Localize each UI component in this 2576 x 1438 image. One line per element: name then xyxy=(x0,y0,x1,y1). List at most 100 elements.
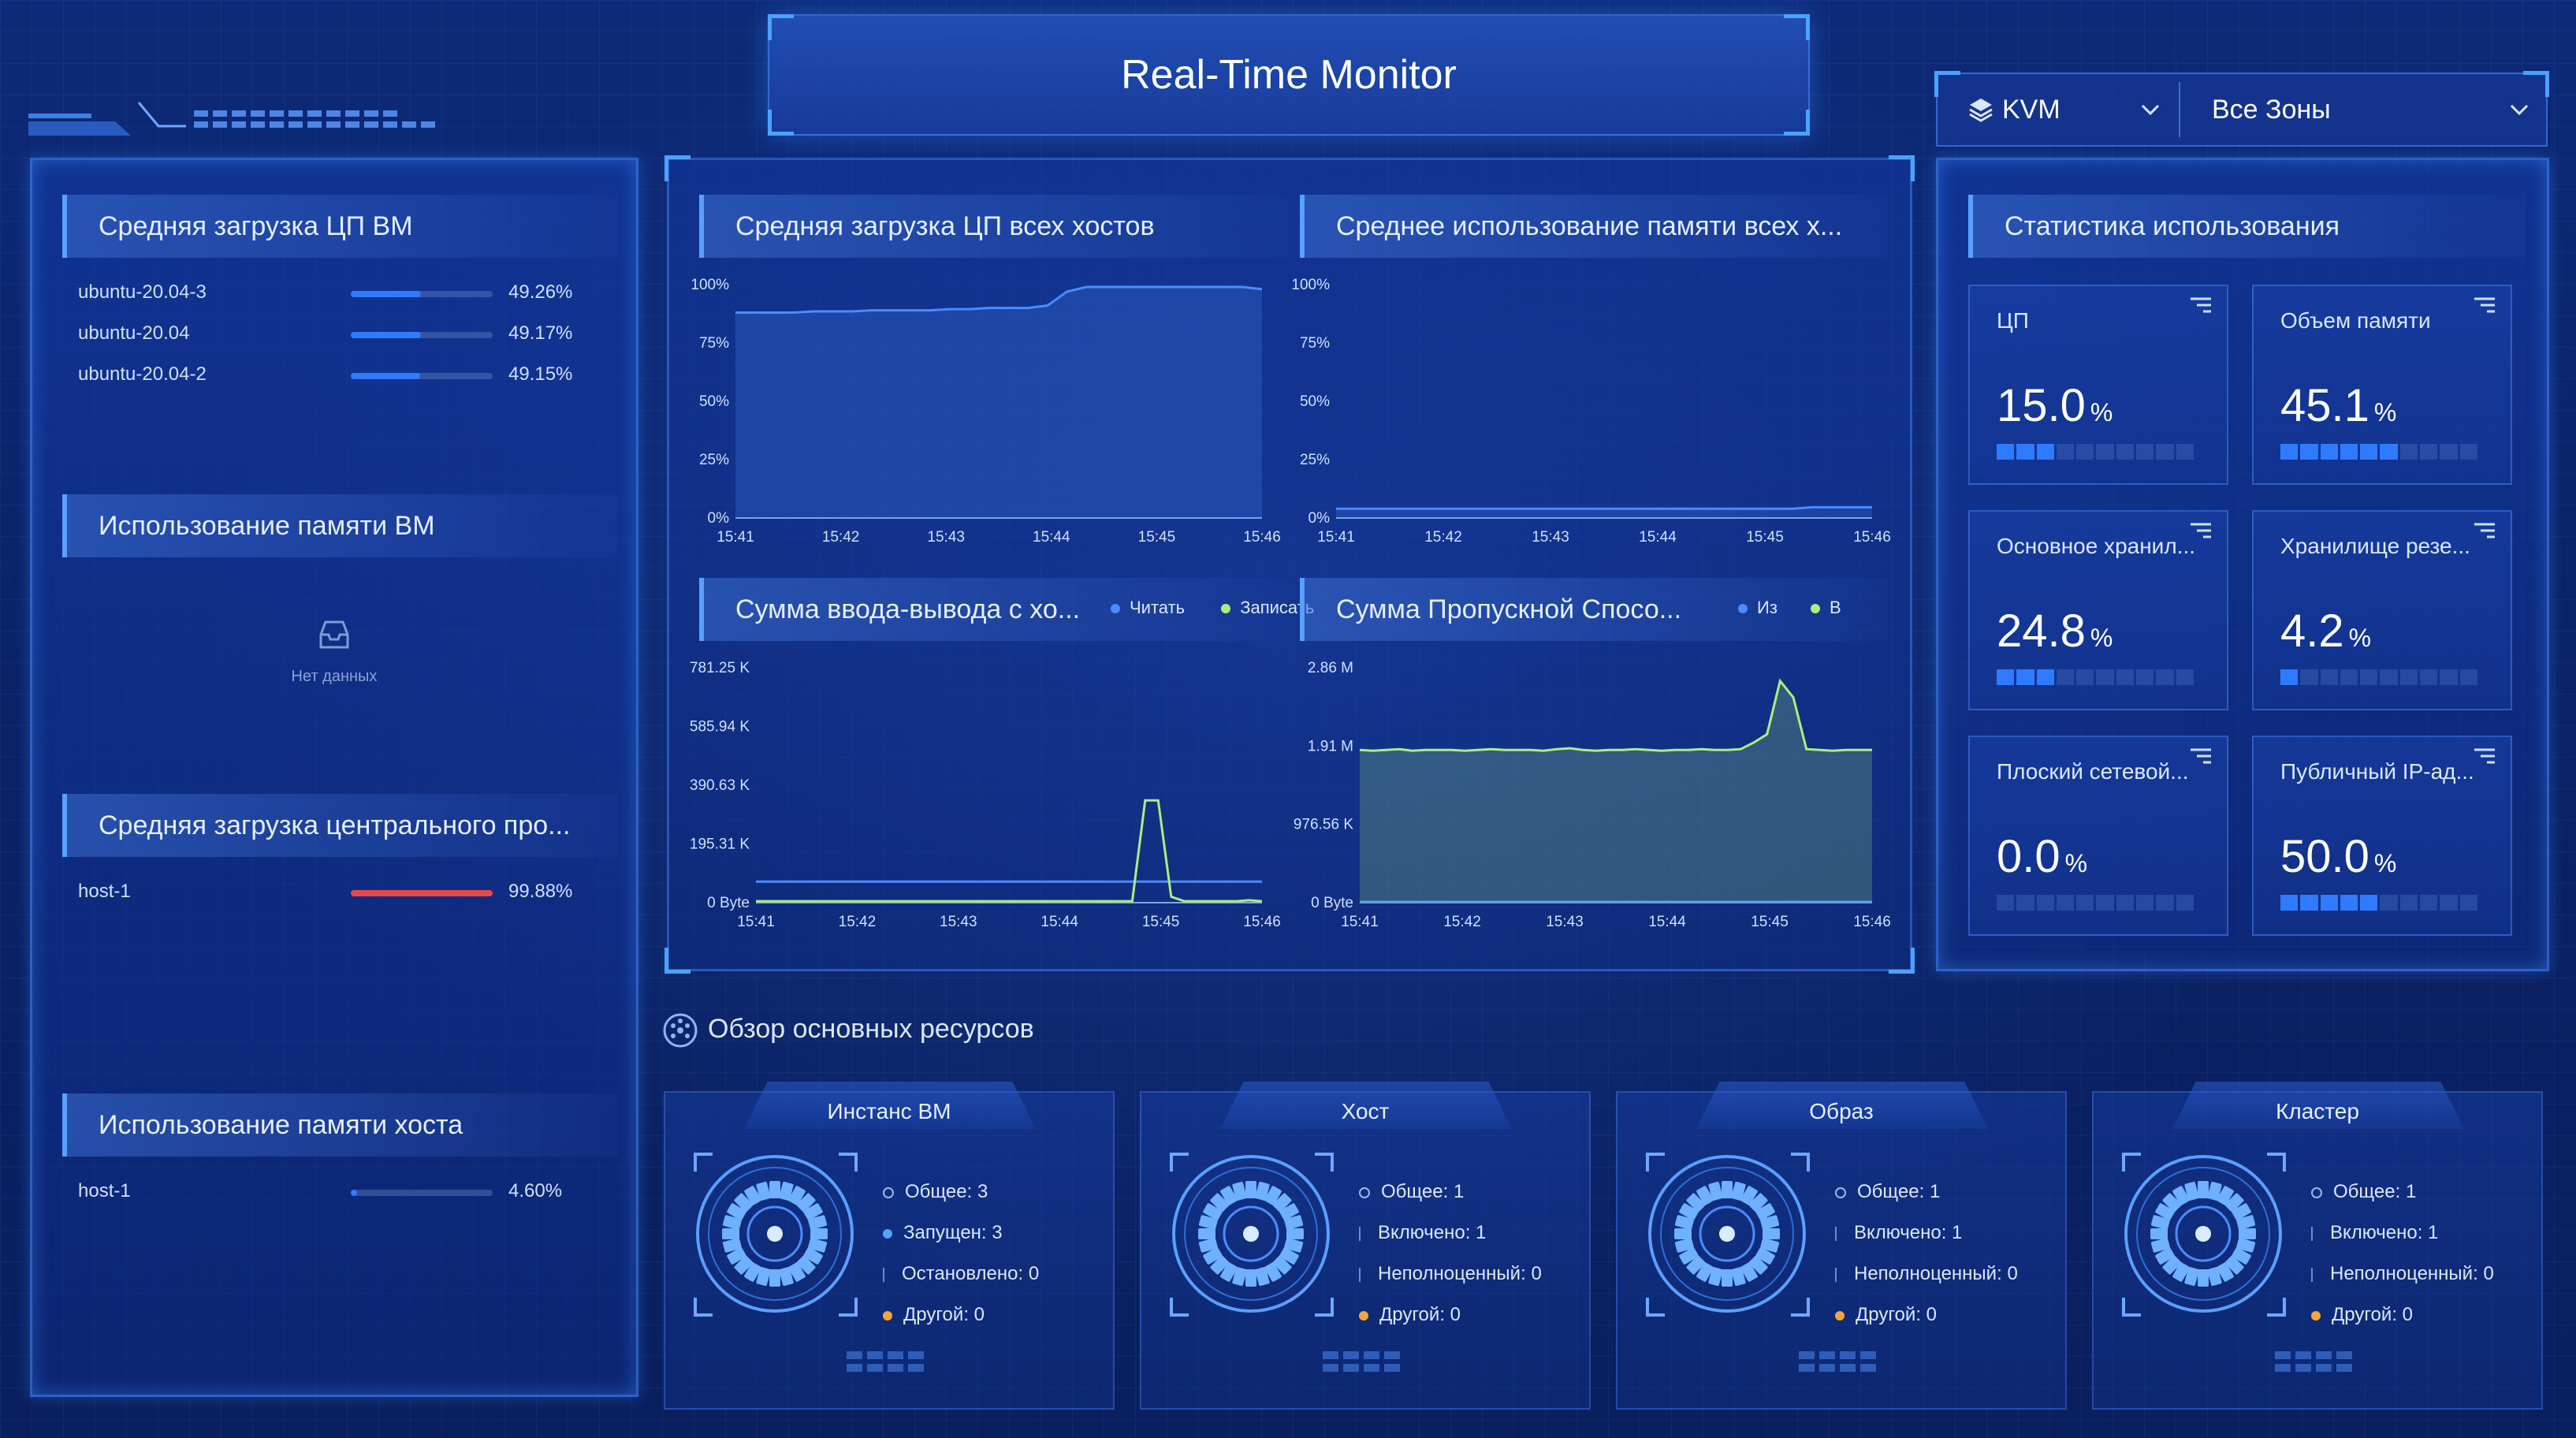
meter-segment xyxy=(2300,669,2318,685)
usage-card[interactable]: Объем памяти 45.1% xyxy=(2252,285,2512,485)
gauge-segment xyxy=(2155,1247,2175,1265)
gauge-segment xyxy=(2162,1255,2182,1275)
y-tick-label: 100% xyxy=(691,277,729,293)
resource-stat-line: Общее: 3 xyxy=(883,1172,1039,1213)
resources-title: Обзор основных ресурсов xyxy=(708,1014,1034,1044)
status-dot xyxy=(883,1187,894,1198)
zone-select[interactable]: Все Зоны xyxy=(2180,74,2546,145)
legend-dot-write xyxy=(1221,604,1231,614)
usage-card-value: 0.0% xyxy=(1997,830,2087,883)
gauge-segment xyxy=(2162,1193,2182,1213)
chart-bw-title: Сумма Пропускной Спосо... xyxy=(1300,578,1888,641)
resource-stat-value: 0 xyxy=(973,1304,985,1325)
resource-card-title: Образ xyxy=(1809,1099,1874,1123)
usage-card-number: 0.0 xyxy=(1997,831,2060,882)
resource-stat-line: Другой: 0 xyxy=(1359,1295,1542,1336)
usage-card[interactable]: Публичный IP-ад... 50.0% xyxy=(2252,736,2512,936)
meter-segment xyxy=(2340,444,2358,460)
y-tick-label: 75% xyxy=(1300,335,1330,352)
gauge-segment xyxy=(1232,1267,1247,1287)
x-tick-label: 15:42 xyxy=(1424,529,1462,546)
gauge-segment xyxy=(727,1247,746,1265)
gauge-segment xyxy=(2239,1228,2256,1239)
meter-segment xyxy=(1997,895,2015,911)
legend-in[interactable]: В xyxy=(1830,598,1841,617)
meter-segment xyxy=(2399,444,2418,460)
gauge-segment xyxy=(722,1215,742,1230)
usage-card-label: Публичный IP-ад... xyxy=(2280,759,2474,784)
resource-card-tab xyxy=(744,1082,1036,1129)
corner-bl xyxy=(768,110,794,136)
x-tick-label: 15:41 xyxy=(1317,529,1355,546)
cpu-vm-row-bar xyxy=(351,291,493,297)
meter-segment xyxy=(2176,669,2194,685)
radar-gauge-icon xyxy=(1170,1153,1334,1317)
meter-segment xyxy=(2096,444,2114,460)
gauge-segment xyxy=(1674,1238,1694,1253)
resource-card-title: Кластер xyxy=(2276,1099,2359,1123)
gauge-segment xyxy=(779,1267,794,1287)
gauge-segment xyxy=(1255,1181,1270,1201)
mem-host-row-bar xyxy=(351,1190,493,1196)
meter-segment xyxy=(2136,669,2154,685)
hypervisor-select[interactable]: KVM xyxy=(1938,74,2179,145)
resource-card[interactable]: Инстанс ВМ Общее: 3 Запущен: 3 Остановлено:… xyxy=(664,1082,1115,1410)
gauge-segment xyxy=(1272,1193,1292,1213)
gauge-segment xyxy=(803,1247,823,1265)
usage-card-unit: % xyxy=(2090,398,2113,427)
corner-tr xyxy=(1784,14,1810,40)
usage-level-meter xyxy=(2280,669,2477,685)
usage-card[interactable]: Хранилище резе... 4.2% xyxy=(2252,510,2512,710)
corner-bl xyxy=(664,948,691,974)
gauge-segment xyxy=(1755,1247,1775,1265)
x-tick-label: 15:42 xyxy=(1443,914,1481,930)
usage-card[interactable]: ЦП 15.0% xyxy=(1968,285,2228,485)
x-tick-label: 15:43 xyxy=(927,529,965,546)
y-tick-label: 100% xyxy=(1291,277,1330,293)
gauge-segment xyxy=(1674,1228,1692,1239)
usage-card-label: ЦП xyxy=(1997,308,2029,333)
select-divider xyxy=(2179,82,2180,137)
meter-segment xyxy=(2156,669,2174,685)
series-line xyxy=(756,799,1263,903)
meter-segment xyxy=(2056,669,2075,685)
gauge-segment xyxy=(808,1215,828,1230)
meter-segment xyxy=(2016,669,2034,685)
gauge-segment xyxy=(744,1186,761,1205)
gauge-segment xyxy=(1264,1186,1282,1205)
resource-card[interactable]: Кластер Общее: 1 Включено: 1 Неполноценный:… xyxy=(2092,1082,2543,1410)
resource-stat-value: 0 xyxy=(1926,1304,1938,1325)
resource-stat-value: 1 xyxy=(1929,1181,1941,1202)
y-tick-label: 976.56 K xyxy=(1294,817,1353,833)
legend-read[interactable]: Читать xyxy=(1130,598,1186,617)
meter-segment xyxy=(2016,895,2034,911)
usage-card[interactable]: Основное хранил... 24.8% xyxy=(1968,510,2228,710)
usage-card[interactable]: Плоский сетевой... 0.0% xyxy=(1968,736,2228,936)
meter-segment xyxy=(2459,669,2477,685)
meter-segment xyxy=(2380,669,2398,685)
meter-segment xyxy=(2076,895,2094,911)
corner-tl xyxy=(768,14,794,40)
resource-stat-line: Неполноценный: 0 xyxy=(1359,1254,1542,1295)
resource-card-tab xyxy=(2172,1082,2464,1129)
gauge-segment xyxy=(2207,1267,2222,1287)
gauge-segment xyxy=(756,1181,771,1201)
gauge-segment xyxy=(1198,1228,1215,1239)
gauge-segment xyxy=(796,1193,816,1213)
legend-out[interactable]: Из xyxy=(1757,598,1778,617)
gauge-segment xyxy=(734,1193,754,1213)
meter-segment xyxy=(2056,444,2075,460)
cpu-vm-row-bar-fill xyxy=(351,373,421,379)
header-decoration xyxy=(28,102,435,136)
gauge-segment xyxy=(808,1238,828,1253)
gauge-segment xyxy=(2224,1255,2244,1275)
resource-stat-line: Остановлено: 0 xyxy=(883,1254,1039,1295)
resource-card[interactable]: Образ Общее: 1 Включено: 1 Неполноценный: 0… xyxy=(1616,1082,2067,1410)
corner-br xyxy=(1889,948,1915,974)
series-line xyxy=(1336,505,1872,510)
resource-stat-label: Другой: xyxy=(1379,1304,1445,1325)
usage-card-unit: % xyxy=(2373,849,2397,877)
bw-legend: Из В xyxy=(1738,598,1841,618)
gauge-segment xyxy=(2224,1193,2244,1213)
